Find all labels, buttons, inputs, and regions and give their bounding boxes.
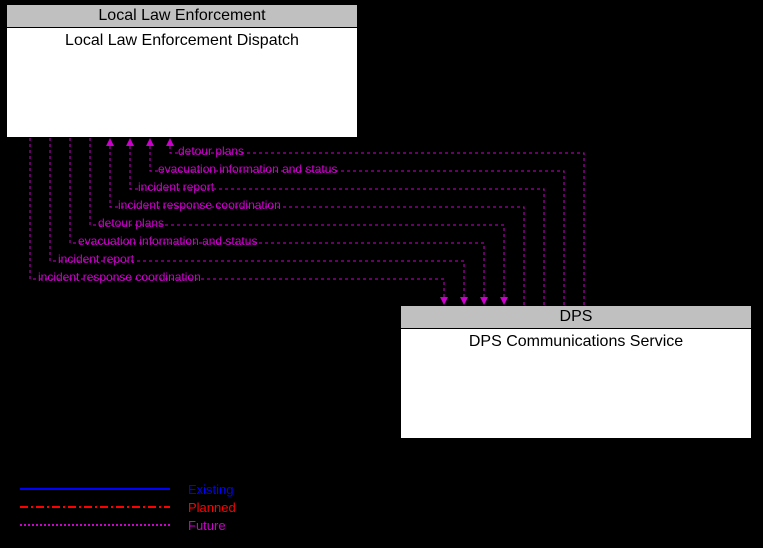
flow-label: evacuation information and status: [158, 162, 337, 176]
legend-item-future: Future: [20, 516, 236, 534]
legend-item-existing: Existing: [20, 480, 236, 498]
legend-label: Future: [188, 518, 226, 533]
node-local-law-enforcement: Local Law Enforcement Local Law Enforcem…: [6, 4, 358, 138]
legend-line-existing: [20, 488, 170, 490]
legend-line-future: [20, 524, 170, 526]
flow-label: detour plans: [178, 144, 244, 158]
node-dps: DPS DPS Communications Service: [400, 305, 752, 439]
node-header: DPS: [401, 306, 751, 329]
flow-label: incident report: [58, 252, 134, 266]
legend: Existing Planned Future: [20, 480, 236, 534]
legend-label: Planned: [188, 500, 236, 515]
flow-label: incident report: [138, 180, 214, 194]
flow-label: incident response coordination: [118, 198, 281, 212]
node-header: Local Law Enforcement: [7, 5, 357, 28]
node-title: Local Law Enforcement Dispatch: [7, 28, 357, 50]
flow-label: evacuation information and status: [78, 234, 257, 248]
node-title: DPS Communications Service: [401, 329, 751, 351]
flow-label: incident response coordination: [38, 270, 201, 284]
legend-label: Existing: [188, 482, 234, 497]
flow-label: detour plans: [98, 216, 164, 230]
legend-item-planned: Planned: [20, 498, 236, 516]
legend-line-planned: [20, 505, 170, 509]
diagram-canvas: Local Law Enforcement Local Law Enforcem…: [0, 0, 763, 548]
